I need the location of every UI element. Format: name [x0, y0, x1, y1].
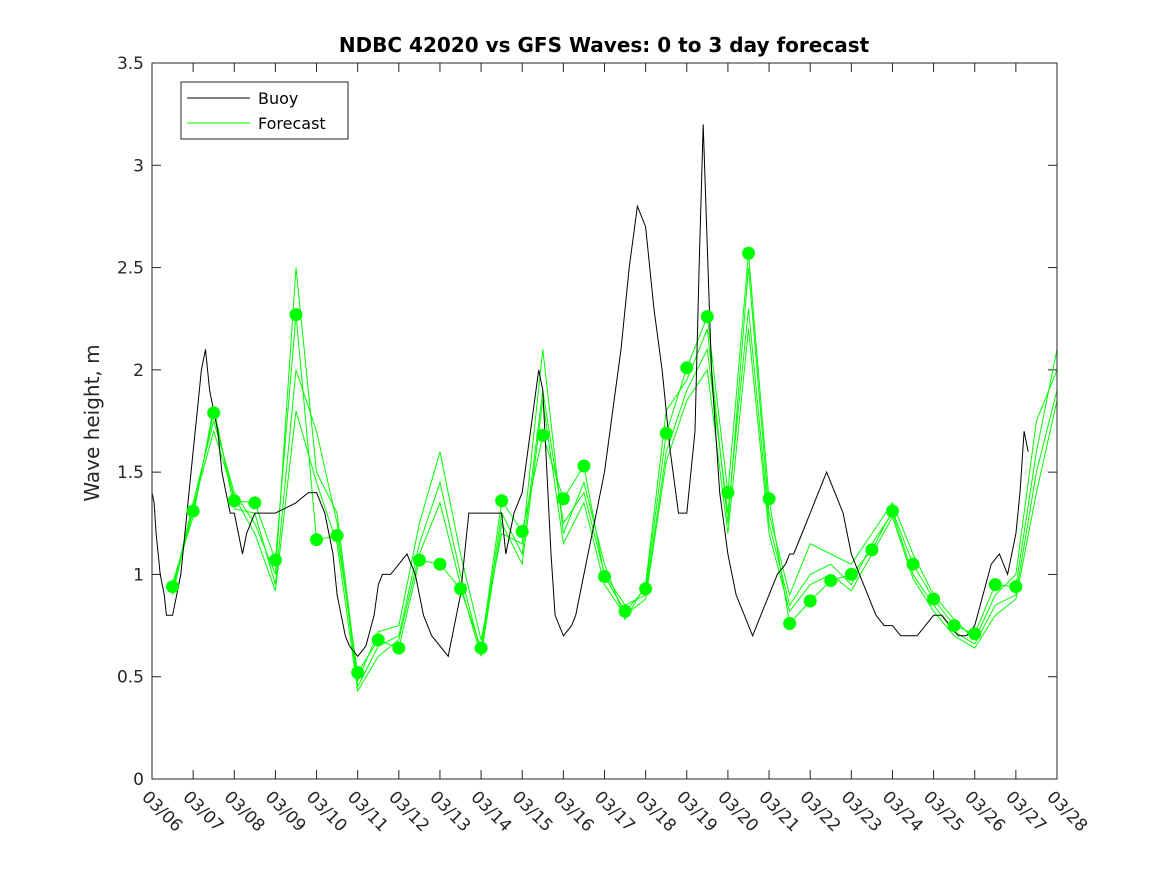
forecast-marker	[906, 557, 920, 571]
forecast-marker	[844, 567, 858, 581]
forecast-marker	[741, 246, 755, 260]
forecast-marker	[495, 494, 509, 508]
forecast-marker	[803, 594, 817, 608]
forecast-marker	[947, 619, 961, 633]
forecast-marker	[556, 492, 570, 506]
forecast-marker	[166, 580, 180, 594]
forecast-marker	[577, 459, 591, 473]
y-tick-label: 1.5	[117, 463, 144, 483]
forecast-marker	[207, 406, 221, 420]
forecast-marker	[310, 533, 324, 547]
y-axis-label: Wave height, m	[80, 344, 104, 501]
forecast-marker	[927, 592, 941, 606]
forecast-marker	[536, 428, 550, 442]
y-tick-label: 3.5	[117, 54, 144, 74]
forecast-marker	[783, 617, 797, 631]
y-tick-label: 3	[133, 156, 144, 176]
forecast-marker	[515, 524, 529, 538]
forecast-marker	[433, 557, 447, 571]
forecast-marker	[700, 310, 714, 324]
y-tick-label: 0	[133, 770, 144, 790]
chart-title: NDBC 42020 vs GFS Waves: 0 to 3 day fore…	[339, 33, 870, 57]
forecast-marker	[988, 578, 1002, 592]
forecast-marker	[351, 666, 365, 680]
forecast-marker	[659, 426, 673, 440]
plot-background	[152, 63, 1057, 779]
forecast-marker	[639, 582, 653, 596]
forecast-line-2	[172, 267, 1058, 683]
buoy-line	[151, 124, 1029, 658]
forecast-marker	[968, 627, 982, 641]
forecast-marker	[371, 633, 385, 647]
legend-box	[180, 81, 349, 140]
forecast-marker	[454, 582, 468, 596]
y-tick-label: 0.5	[117, 668, 144, 688]
forecast-marker	[721, 486, 735, 500]
forecast-marker	[474, 641, 488, 655]
forecast-marker	[227, 494, 241, 508]
forecast-marker	[618, 604, 632, 618]
forecast-marker	[885, 504, 899, 518]
y-tick-label: 1	[133, 565, 144, 585]
y-tick-label: 2.5	[117, 259, 144, 279]
forecast-marker	[1009, 580, 1023, 594]
y-axis: 0 0.5 1 1.5 2 2.5 3 3.5	[117, 54, 1057, 790]
legend-forecast-label: Forecast	[258, 114, 326, 133]
forecast-marker	[289, 308, 303, 322]
forecast-marker	[268, 553, 282, 567]
legend-buoy-label: Buoy	[258, 89, 298, 108]
forecast-marker	[330, 529, 344, 543]
forecast-marker	[598, 569, 611, 583]
forecast-marker	[824, 574, 838, 588]
buoy-series	[151, 124, 1029, 658]
forecast-marker	[248, 496, 262, 510]
plot-frame	[151, 62, 1058, 780]
legend: Buoy Forecast	[180, 81, 349, 140]
forecast-markers	[166, 246, 1023, 680]
plot-area: 00.511.522.533.5 03/0603/0703/0803/0903/…	[117, 54, 1091, 836]
forecast-marker	[186, 504, 200, 518]
forecast-marker	[392, 641, 406, 655]
forecast-marker	[865, 543, 879, 557]
forecast-marker	[762, 492, 776, 506]
forecast-marker	[412, 553, 426, 567]
forecast-marker	[680, 361, 694, 375]
y-tick-label: 2	[133, 361, 144, 381]
